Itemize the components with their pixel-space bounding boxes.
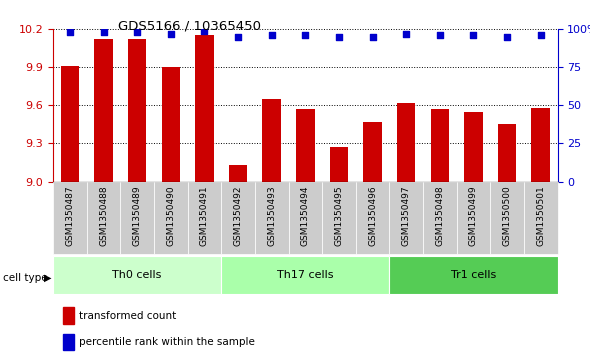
Text: Th0 cells: Th0 cells <box>113 270 162 280</box>
Bar <box>389 256 558 294</box>
Point <box>401 31 411 37</box>
Bar <box>524 182 558 254</box>
Bar <box>263 99 281 182</box>
Text: GSM1350490: GSM1350490 <box>166 185 175 246</box>
Text: GSM1350487: GSM1350487 <box>65 185 74 246</box>
Text: GDS5166 / 10365450: GDS5166 / 10365450 <box>118 20 261 33</box>
Point <box>233 34 242 40</box>
Bar <box>255 182 289 254</box>
Text: GSM1350501: GSM1350501 <box>536 185 545 246</box>
Point <box>536 32 545 38</box>
Bar <box>532 108 550 182</box>
Text: GSM1350496: GSM1350496 <box>368 185 377 246</box>
Bar <box>221 182 255 254</box>
Bar <box>195 35 214 182</box>
Bar <box>94 39 113 182</box>
Text: cell type: cell type <box>3 273 48 283</box>
Text: GSM1350494: GSM1350494 <box>301 185 310 246</box>
Point <box>199 28 209 33</box>
Bar <box>120 182 154 254</box>
Bar <box>464 111 483 182</box>
Point <box>132 29 142 35</box>
Point <box>368 34 377 40</box>
Bar <box>154 182 188 254</box>
Text: GSM1350488: GSM1350488 <box>99 185 108 246</box>
Point <box>300 32 310 38</box>
Bar <box>289 182 322 254</box>
Text: GSM1350492: GSM1350492 <box>234 185 242 246</box>
Text: GSM1350497: GSM1350497 <box>402 185 411 246</box>
Bar <box>188 182 221 254</box>
Text: GSM1350491: GSM1350491 <box>200 185 209 246</box>
Bar <box>63 334 74 350</box>
Bar <box>229 165 247 182</box>
Bar <box>423 182 457 254</box>
Bar <box>397 103 415 182</box>
Text: GSM1350500: GSM1350500 <box>503 185 512 246</box>
Bar <box>53 256 221 294</box>
Text: Th17 cells: Th17 cells <box>277 270 333 280</box>
Text: GSM1350498: GSM1350498 <box>435 185 444 246</box>
Bar <box>162 67 180 182</box>
Point <box>99 29 108 35</box>
Bar <box>457 182 490 254</box>
Point <box>166 31 176 37</box>
Bar <box>296 109 314 182</box>
Text: GSM1350493: GSM1350493 <box>267 185 276 246</box>
Point <box>65 29 74 35</box>
Text: GSM1350495: GSM1350495 <box>335 185 343 246</box>
Bar <box>63 307 74 324</box>
Bar <box>363 122 382 182</box>
Bar <box>431 109 449 182</box>
Point <box>502 34 512 40</box>
Text: GSM1350489: GSM1350489 <box>133 185 142 246</box>
Bar <box>221 256 389 294</box>
Point <box>435 32 444 38</box>
Point <box>334 34 343 40</box>
Bar <box>356 182 389 254</box>
Text: Tr1 cells: Tr1 cells <box>451 270 496 280</box>
Text: transformed count: transformed count <box>79 311 176 321</box>
Bar <box>389 182 423 254</box>
Bar <box>87 182 120 254</box>
Point <box>468 32 478 38</box>
Bar <box>322 182 356 254</box>
Bar <box>53 182 87 254</box>
Bar <box>330 147 348 182</box>
Bar <box>61 66 79 182</box>
Text: GSM1350499: GSM1350499 <box>469 185 478 246</box>
Bar <box>498 125 516 182</box>
Text: ▶: ▶ <box>44 273 52 283</box>
Bar <box>490 182 524 254</box>
Text: percentile rank within the sample: percentile rank within the sample <box>79 337 255 347</box>
Bar <box>128 39 146 182</box>
Point <box>267 32 276 38</box>
